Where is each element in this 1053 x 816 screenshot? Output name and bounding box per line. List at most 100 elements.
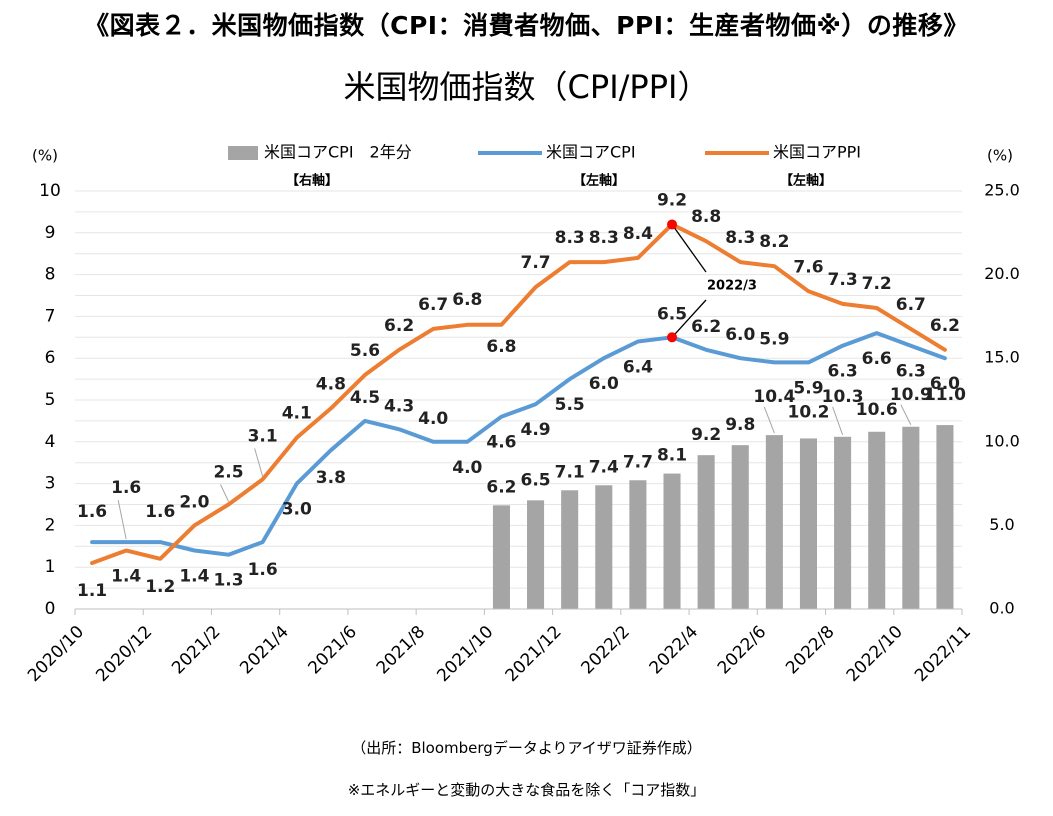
x-tick-label: 2022/4	[646, 622, 702, 678]
annotation-line	[671, 299, 707, 338]
left-tick-label: 8	[45, 265, 56, 285]
cpi-label-2020/12: 1.6	[145, 502, 175, 522]
figure-heading: 《図表２．米国物価指数（CPI：消費者物価、PPI：生産者物価※）の推移》	[84, 11, 969, 40]
cpi-label-2022/1: 6.0	[589, 374, 619, 394]
cpi-label-2021/2: 1.3	[213, 571, 243, 591]
legend-axis-note: 【右軸】	[286, 173, 338, 189]
ppi-label-2020/11: 1.4	[111, 566, 141, 586]
ppi-label-2021/6: 5.6	[350, 341, 380, 361]
bar-label-2022/11: 11.0	[924, 385, 966, 405]
legend-label: 米国コアPPI	[773, 143, 861, 162]
ppi-label-2022/1: 8.3	[589, 228, 619, 248]
leader-line	[254, 448, 264, 477]
bar-label-2021/10: 6.2	[486, 477, 516, 497]
ppi-label-2021/2: 2.5	[213, 463, 243, 483]
annotation-line	[671, 224, 707, 273]
chart-title: 米国物価指数（CPI/PPI）	[343, 68, 710, 106]
bar-2022/7	[799, 438, 818, 609]
ppi-label-2021/1: 2.0	[179, 492, 209, 512]
bar-label-2021/11: 6.5	[520, 470, 550, 490]
right-tick-label: 25.0	[984, 181, 1020, 200]
cpi-label-2021/11: 4.9	[520, 420, 550, 440]
ppi-label-2022/4: 8.8	[691, 207, 721, 227]
ppi-label-2022/11: 6.2	[930, 316, 960, 336]
ppi-label-2022/2: 8.4	[623, 224, 653, 244]
bar-label-2022/6: 10.4	[753, 387, 795, 407]
legend-axis-note: 【左軸】	[780, 173, 832, 189]
legend-label: 米国コアCPI 2年分	[264, 143, 412, 162]
ppi-label-2021/5: 4.8	[316, 374, 346, 394]
cpi-label-2020/11: 1.6	[111, 478, 141, 498]
ppi-label-2021/11: 7.7	[520, 253, 550, 273]
bar-2022/1	[595, 485, 613, 609]
ppi-label-2021/3: 3.1	[248, 426, 278, 446]
ppi-label-2022/5: 8.3	[725, 228, 755, 248]
left-axis-unit: (%)	[32, 147, 58, 165]
source-note: （出所：Bloombergデータよりアイザワ証券作成）	[351, 739, 702, 757]
cpi-label-2021/7: 4.3	[384, 396, 414, 416]
x-tick-label: 2021/4	[236, 622, 292, 678]
legend-axis-note: 【左軸】	[573, 173, 625, 189]
x-tick-label: 2021/12	[502, 622, 566, 686]
right-tick-label: 0.0	[989, 599, 1014, 618]
annotation-2022-3: 2022/3	[667, 219, 757, 343]
x-tick-label: 2021/2	[168, 622, 224, 678]
bar-2021/10	[492, 505, 510, 609]
bar-label-2022/8: 10.3	[822, 387, 864, 407]
right-axis-unit: (%)	[987, 147, 1013, 165]
legend-label: 米国コアCPI	[546, 143, 636, 162]
leader-line	[900, 404, 912, 425]
bar-2022/5	[731, 445, 749, 609]
left-tick-label: 0	[45, 599, 56, 619]
cpi-label-2022/9: 6.6	[862, 349, 892, 369]
bar-label-2022/2: 7.7	[623, 452, 653, 472]
cpi-label-2021/4: 3.0	[282, 500, 312, 520]
left-tick-label: 5	[45, 390, 56, 410]
cpi-label-2021/6: 4.5	[350, 388, 380, 408]
bar-2022/11	[936, 425, 954, 609]
cpi-label-2021/3: 1.6	[248, 560, 278, 580]
x-tick-label: 2022/8	[782, 622, 838, 678]
left-tick-label: 7	[45, 306, 56, 326]
left-tick-label: 4	[45, 432, 56, 452]
leader-line	[117, 500, 127, 540]
left-tick-label: 3	[45, 474, 56, 494]
left-tick-label: 2	[45, 515, 56, 535]
line-core-cpi	[90, 331, 947, 557]
leader-line	[763, 406, 775, 434]
ppi-label-2022/10: 6.7	[896, 295, 926, 315]
left-tick-label: 1	[45, 557, 56, 577]
x-tick-label: 2022/2	[577, 622, 633, 678]
ppi-label-2022/8: 7.3	[828, 270, 858, 290]
ppi-label-2021/9: 6.8	[452, 290, 482, 310]
bar-label-2022/7: 10.2	[788, 402, 830, 422]
bar-label-2021/12: 7.1	[555, 462, 585, 482]
cpi-label-2022/11: 6.0	[930, 374, 960, 394]
line-core-ppi	[90, 222, 947, 565]
bar-2022/2	[629, 480, 647, 609]
ppi-label-2021/10: 6.8	[486, 337, 516, 357]
left-tick-label: 6	[45, 348, 56, 368]
footnote: ※エネルギーと変動の大きな食品を除く「コア指数」	[347, 781, 706, 799]
bar-2022/3	[663, 473, 681, 609]
legend: 米国コアCPI 2年分【右軸】 米国コアCPI 【左軸】 米国コアPPI 【左軸】	[228, 143, 861, 189]
ppi-label-2021/7: 6.2	[384, 316, 414, 336]
cpi-label-2021/1: 1.4	[179, 566, 209, 586]
cpi-label-2022/3: 6.5	[657, 304, 687, 324]
ppi-label-2021/8: 6.7	[418, 295, 448, 315]
bar-label-2022/10: 10.9	[890, 385, 932, 405]
ppi-label-2021/4: 4.1	[282, 404, 312, 424]
leader-line	[220, 484, 229, 502]
x-tick-label: 2020/12	[92, 622, 156, 686]
bar-2022/4	[697, 455, 715, 609]
cpi-label-2021/12: 5.5	[555, 395, 585, 415]
ppi-label-2020/12: 1.2	[145, 577, 175, 597]
cpi-label-2022/10: 6.3	[896, 362, 926, 382]
x-tick-label: 2020/10	[24, 622, 88, 686]
cpi-label-2021/9: 4.0	[452, 458, 482, 478]
bar-2022/8	[834, 436, 852, 609]
annotation-marker-cpi	[667, 332, 678, 343]
bar-label-2022/4: 9.2	[691, 425, 721, 445]
cpi-label-2021/5: 3.8	[316, 468, 346, 488]
